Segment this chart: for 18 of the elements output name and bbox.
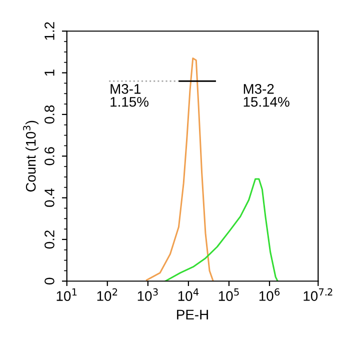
x-tick-label: 10$^{1}$ bbox=[56, 288, 77, 301]
x-tick-label: 10$^{3}$ bbox=[138, 288, 158, 301]
x-tick-label: 10$^{2}$ bbox=[97, 288, 118, 301]
y-tick-label: 0.2 bbox=[44, 230, 54, 249]
y-tick-label: 1.2 bbox=[44, 22, 54, 40]
x-axis-title: PE-H bbox=[177, 310, 208, 320]
annotation: M3-1 1.15% bbox=[110, 84, 148, 107]
x-tick-label: 10$^{4}$ bbox=[178, 288, 199, 301]
y-axis-title: Count (10$^{3}$) bbox=[23, 120, 38, 192]
y-tick-label: 1 bbox=[44, 70, 54, 76]
x-tick-label: 10$^{7.2}$ bbox=[304, 288, 332, 301]
y-tick-label: 0.4 bbox=[44, 188, 54, 207]
y-tick-label: 0.8 bbox=[44, 105, 54, 124]
y-tick-label: 0 bbox=[44, 278, 54, 284]
x-tick-label: 10$^{5}$ bbox=[218, 288, 239, 301]
y-tick-label: 0.6 bbox=[44, 147, 54, 166]
x-tick-label: 10$^{6}$ bbox=[259, 288, 280, 301]
annotation: M3-2 15.14% bbox=[244, 84, 290, 107]
